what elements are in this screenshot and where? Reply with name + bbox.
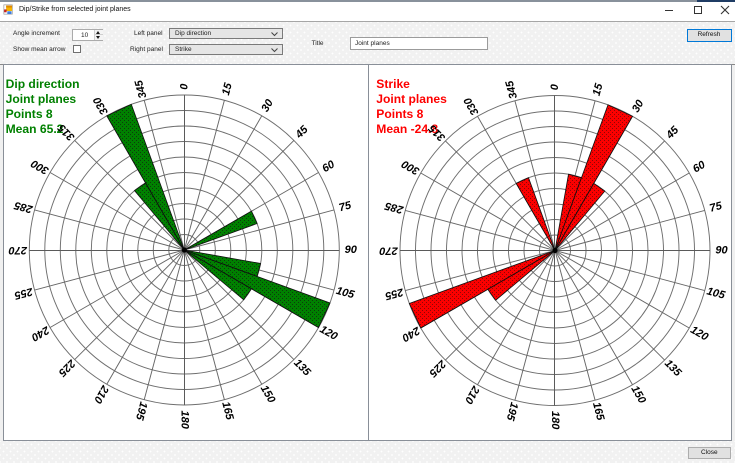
svg-text:150: 150 [258,383,278,406]
svg-text:210: 210 [91,382,112,406]
svg-text:270: 270 [378,245,398,257]
svg-text:120: 120 [688,324,711,344]
svg-text:270: 270 [8,244,28,256]
svg-text:75: 75 [708,200,724,215]
svg-text:0: 0 [549,83,561,90]
svg-text:330: 330 [461,95,481,118]
svg-text:105: 105 [705,285,727,302]
svg-text:240: 240 [28,323,52,344]
svg-text:30: 30 [630,97,647,114]
svg-text:240: 240 [399,324,423,345]
svg-text:45: 45 [663,124,681,142]
svg-text:255: 255 [12,285,35,302]
svg-text:285: 285 [383,199,406,216]
svg-text:285: 285 [12,199,35,216]
svg-text:Points 8: Points 8 [6,107,53,121]
svg-text:180: 180 [549,411,561,430]
svg-text:75: 75 [338,199,354,214]
svg-text:90: 90 [715,245,728,257]
svg-text:Points 8: Points 8 [376,107,423,121]
svg-text:Strike: Strike [376,77,410,91]
svg-text:210: 210 [462,383,483,407]
svg-text:165: 165 [590,401,607,423]
svg-text:105: 105 [335,285,357,302]
svg-text:180: 180 [178,411,190,430]
svg-text:150: 150 [628,384,648,407]
svg-text:45: 45 [293,123,311,141]
svg-text:60: 60 [320,158,337,175]
svg-text:Dip direction: Dip direction [6,77,80,91]
svg-text:330: 330 [91,94,111,117]
svg-text:90: 90 [345,244,358,256]
svg-text:135: 135 [662,357,684,379]
svg-text:0: 0 [178,83,190,90]
svg-text:Joint planes: Joint planes [6,92,77,106]
svg-text:Joint planes: Joint planes [376,92,447,106]
svg-text:300: 300 [399,157,422,177]
svg-text:15: 15 [591,81,606,97]
svg-text:345: 345 [504,78,521,100]
svg-text:Mean 65.2: Mean 65.2 [6,122,64,136]
svg-text:30: 30 [259,97,276,114]
svg-text:135: 135 [291,357,313,379]
svg-text:300: 300 [28,157,51,177]
svg-text:120: 120 [318,323,341,343]
svg-text:15: 15 [220,81,235,97]
svg-text:Mean -24.8: Mean -24.8 [376,122,438,136]
svg-text:195: 195 [504,401,521,423]
svg-text:345: 345 [133,78,150,100]
svg-text:60: 60 [691,159,708,176]
svg-text:255: 255 [383,285,406,302]
svg-text:165: 165 [219,400,236,422]
svg-text:195: 195 [133,400,150,422]
